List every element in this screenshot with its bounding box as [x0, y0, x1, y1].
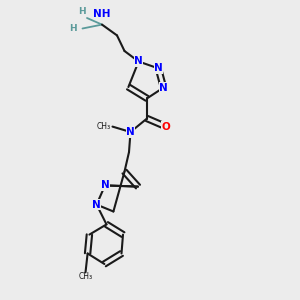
Text: O: O — [161, 122, 170, 132]
Text: N: N — [92, 200, 101, 210]
Text: H: H — [78, 8, 85, 16]
Text: CH₃: CH₃ — [97, 122, 111, 131]
Text: NH: NH — [93, 9, 111, 19]
Text: N: N — [159, 82, 168, 93]
Text: N: N — [126, 127, 135, 137]
Text: H: H — [69, 24, 76, 33]
Text: CH₃: CH₃ — [78, 272, 93, 281]
Text: N: N — [100, 180, 109, 190]
Text: N: N — [154, 63, 163, 74]
Text: N: N — [134, 56, 143, 67]
